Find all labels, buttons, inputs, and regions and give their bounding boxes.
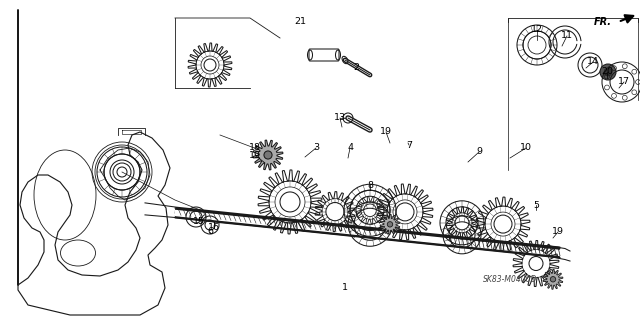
Text: 20: 20: [601, 68, 613, 77]
Circle shape: [387, 222, 393, 227]
Text: 21: 21: [294, 18, 306, 26]
Circle shape: [550, 277, 556, 282]
Text: 14: 14: [587, 57, 599, 66]
Text: 13: 13: [334, 114, 346, 122]
Text: 6: 6: [207, 227, 213, 236]
Text: 18: 18: [249, 143, 261, 152]
Text: 19: 19: [249, 151, 261, 160]
Text: SK83-M0400D: SK83-M0400D: [483, 276, 537, 285]
Circle shape: [604, 68, 612, 76]
Text: 10: 10: [520, 144, 532, 152]
Text: 2: 2: [353, 63, 359, 71]
Text: 3: 3: [313, 144, 319, 152]
Circle shape: [600, 64, 616, 80]
Text: 16: 16: [208, 224, 220, 233]
Text: 15: 15: [193, 217, 205, 226]
Polygon shape: [253, 140, 283, 170]
Text: 19: 19: [380, 128, 392, 137]
Text: 17: 17: [618, 78, 630, 86]
Text: 19: 19: [552, 227, 564, 236]
Polygon shape: [543, 269, 563, 289]
Text: 7: 7: [406, 140, 412, 150]
Text: 4: 4: [347, 144, 353, 152]
Circle shape: [264, 151, 272, 159]
Text: 1: 1: [342, 284, 348, 293]
Text: 12: 12: [531, 26, 543, 34]
Text: 5: 5: [533, 201, 539, 210]
Text: 8: 8: [367, 181, 373, 189]
Text: 11: 11: [561, 32, 573, 41]
Text: FR.: FR.: [594, 17, 612, 27]
Polygon shape: [380, 214, 400, 234]
Text: 9: 9: [476, 147, 482, 157]
